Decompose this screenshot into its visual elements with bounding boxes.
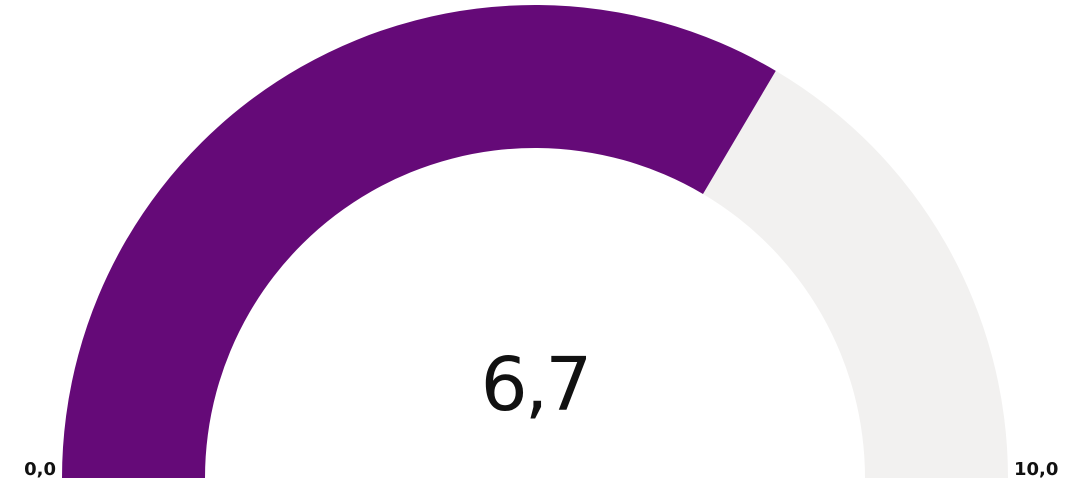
value-label: 6,7 <box>481 342 590 428</box>
gauge-value <box>62 5 776 479</box>
tick-label: 0,0 <box>24 459 56 480</box>
gauge-track <box>702 70 1008 478</box>
tick-label: 10,0 <box>1014 459 1058 480</box>
